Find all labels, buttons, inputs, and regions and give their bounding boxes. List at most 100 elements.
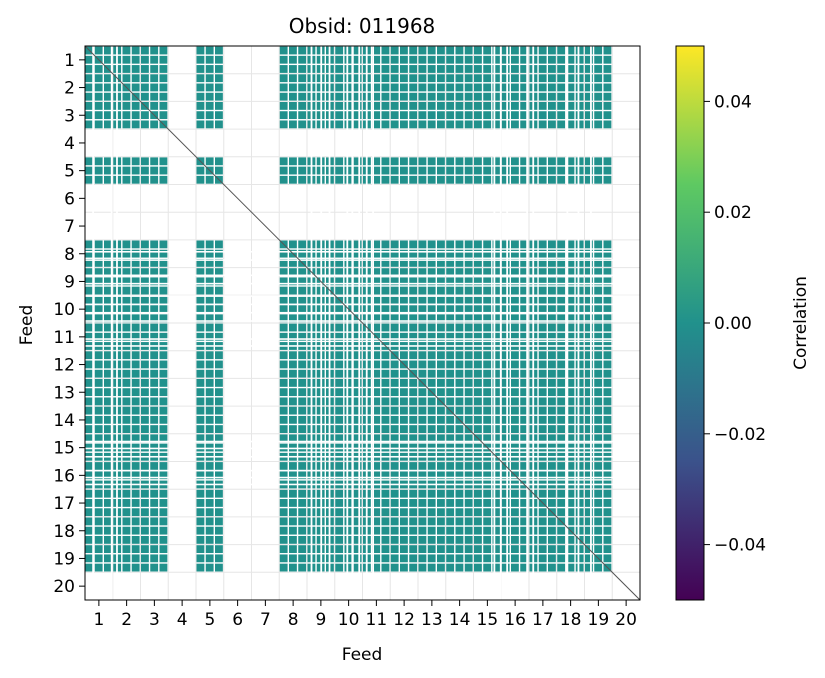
heatmap-cell xyxy=(594,379,603,387)
heatmap-cell xyxy=(279,323,288,332)
heatmap-cell xyxy=(150,517,159,526)
heatmap-cell xyxy=(159,295,168,304)
heatmap-cell xyxy=(538,415,547,424)
heatmap-cell xyxy=(131,545,140,554)
heatmap-cell xyxy=(437,102,445,110)
heatmap-cell xyxy=(483,379,492,387)
heatmap-cell xyxy=(150,157,159,166)
heatmap-cell xyxy=(437,258,445,267)
heatmap-cell xyxy=(104,175,112,184)
heatmap-cell xyxy=(85,535,94,544)
heatmap-cell xyxy=(372,92,381,101)
heatmap-cell xyxy=(390,305,399,313)
heatmap-cell xyxy=(150,526,159,535)
heatmap-cell xyxy=(575,425,584,433)
heatmap-cell xyxy=(279,74,288,83)
heatmap-cell xyxy=(474,74,482,83)
heatmap-cell xyxy=(400,332,408,341)
heatmap-cell xyxy=(464,295,473,304)
heatmap-cell xyxy=(566,388,575,397)
heatmap-cell xyxy=(390,286,399,295)
heatmap-cell xyxy=(335,526,344,535)
heatmap-cell xyxy=(215,526,223,535)
heatmap-cell xyxy=(557,425,566,433)
heatmap-cell xyxy=(205,277,214,286)
heatmap-cell xyxy=(122,471,131,480)
heatmap-cell xyxy=(492,425,501,433)
heatmap-cell xyxy=(353,249,362,258)
heatmap-cell xyxy=(594,545,603,554)
heatmap-cell xyxy=(215,295,223,304)
y-tick-label: 2 xyxy=(64,79,75,99)
heatmap-cell xyxy=(400,462,408,470)
heatmap-cell xyxy=(353,563,362,572)
heatmap-cell xyxy=(400,102,408,110)
heatmap-cell xyxy=(603,508,612,517)
heatmap-cell xyxy=(446,517,455,526)
y-axis-label: Feed xyxy=(17,305,37,346)
heatmap-cell xyxy=(492,554,501,563)
heatmap-cell xyxy=(511,415,519,424)
heatmap-cell xyxy=(538,157,547,166)
heatmap-cell xyxy=(464,111,473,120)
heatmap-cell xyxy=(585,102,593,110)
heatmap-cell xyxy=(492,415,501,424)
heatmap-cell xyxy=(289,351,297,360)
heatmap-cell xyxy=(511,92,519,101)
heatmap-cell xyxy=(381,499,390,507)
heatmap-cell xyxy=(141,175,149,184)
heatmap-cell xyxy=(205,563,214,572)
heatmap-cell xyxy=(427,369,436,378)
heatmap-cell xyxy=(353,545,362,554)
heatmap-cell xyxy=(159,563,168,572)
heatmap-cell xyxy=(575,46,584,55)
heatmap-cell xyxy=(501,74,510,83)
heatmap-cell xyxy=(538,120,547,129)
heatmap-cell xyxy=(104,535,112,544)
heatmap-cell xyxy=(603,554,612,563)
heatmap-cell xyxy=(122,240,131,249)
heatmap-cell xyxy=(353,379,362,387)
heatmap-cell xyxy=(205,46,214,55)
heatmap-cell xyxy=(400,545,408,554)
heatmap-cell xyxy=(520,471,529,480)
heatmap-cell xyxy=(279,535,288,544)
heatmap-cell xyxy=(335,286,344,295)
heatmap-cell xyxy=(418,554,427,563)
heatmap-cell xyxy=(418,443,427,452)
heatmap-cell xyxy=(594,314,603,323)
heatmap-cell xyxy=(474,535,482,544)
heatmap-cell xyxy=(594,102,603,110)
heatmap-cell xyxy=(94,314,103,323)
heatmap-cell xyxy=(289,65,297,73)
heatmap-cell xyxy=(150,286,159,295)
heatmap-cell xyxy=(575,434,584,443)
heatmap-cell xyxy=(409,434,418,443)
heatmap-cell xyxy=(538,369,547,378)
heatmap-cell xyxy=(104,526,112,535)
heatmap-cell xyxy=(585,443,593,452)
heatmap-cell xyxy=(585,46,593,55)
heatmap-cell xyxy=(548,526,556,535)
heatmap-cell xyxy=(94,499,103,507)
heatmap-cell xyxy=(437,314,445,323)
heatmap-cell xyxy=(289,415,297,424)
heatmap-cell xyxy=(335,83,344,92)
heatmap-cell xyxy=(85,351,94,360)
heatmap-cell xyxy=(566,323,575,332)
heatmap-cell xyxy=(566,499,575,507)
colorbar-ticks: −0.04−0.020.000.020.04 xyxy=(704,92,766,556)
dropout-streak xyxy=(85,311,640,314)
heatmap-cell xyxy=(464,332,473,341)
heatmap-cell xyxy=(492,46,501,55)
x-tick-label: 13 xyxy=(421,610,443,630)
heatmap-cell xyxy=(446,120,455,129)
heatmap-cell xyxy=(94,545,103,554)
heatmap-cell xyxy=(279,277,288,286)
heatmap-cell xyxy=(372,443,381,452)
heatmap-cell xyxy=(131,258,140,267)
heatmap-cell xyxy=(501,249,510,258)
heatmap-cell xyxy=(141,120,149,129)
heatmap-cell xyxy=(409,305,418,313)
heatmap-cell xyxy=(298,111,307,120)
